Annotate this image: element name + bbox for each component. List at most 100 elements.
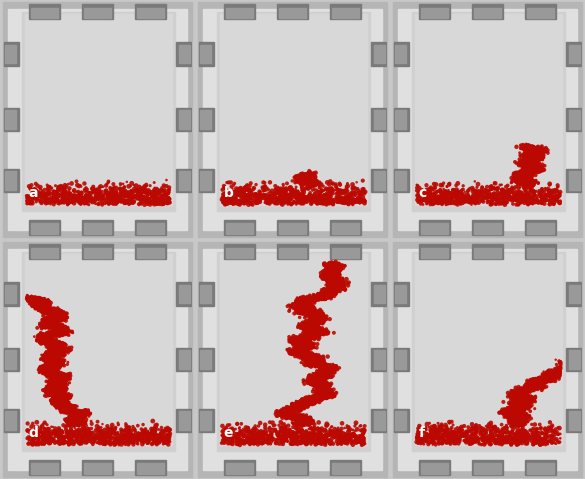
Point	[530, 147, 539, 155]
Point	[527, 157, 536, 165]
Point	[320, 359, 329, 367]
Point	[326, 364, 335, 372]
Point	[42, 338, 51, 346]
Point	[71, 412, 80, 420]
Point	[273, 428, 282, 436]
Point	[532, 156, 541, 163]
Point	[320, 371, 329, 379]
Point	[302, 399, 311, 407]
Point	[524, 152, 533, 160]
Point	[56, 431, 66, 438]
Point	[44, 366, 54, 374]
Point	[42, 338, 51, 346]
Point	[320, 432, 329, 440]
Point	[33, 427, 42, 435]
Point	[302, 171, 312, 179]
Point	[531, 152, 540, 160]
Point	[486, 431, 495, 438]
Point	[35, 300, 44, 308]
Point	[489, 184, 498, 192]
Point	[35, 304, 44, 312]
Point	[137, 430, 147, 437]
Point	[69, 406, 78, 414]
Point	[42, 358, 51, 366]
Point	[304, 399, 313, 406]
Point	[319, 373, 329, 380]
Point	[144, 186, 153, 194]
Point	[308, 356, 318, 364]
Point	[43, 431, 52, 439]
Point	[283, 413, 292, 421]
Point	[39, 321, 48, 329]
Point	[291, 405, 300, 412]
Point	[47, 361, 56, 368]
Point	[492, 428, 501, 435]
Point	[305, 325, 314, 332]
Point	[320, 370, 329, 378]
Point	[310, 312, 319, 320]
Point	[92, 435, 101, 443]
Point	[53, 381, 62, 389]
Point	[288, 337, 298, 345]
Point	[320, 381, 329, 389]
Point	[51, 385, 60, 393]
Point	[525, 383, 534, 391]
Point	[40, 320, 50, 328]
Point	[527, 150, 536, 158]
Point	[53, 325, 63, 332]
Point	[250, 436, 260, 444]
Point	[356, 426, 366, 434]
Point	[58, 196, 67, 204]
Point	[305, 373, 314, 381]
Point	[42, 313, 51, 321]
Point	[72, 415, 81, 422]
Point	[54, 390, 64, 398]
Point	[127, 195, 136, 203]
Point	[60, 182, 70, 189]
Point	[64, 196, 73, 204]
Point	[43, 365, 53, 373]
Point	[332, 285, 342, 293]
Point	[548, 439, 558, 446]
Point	[54, 346, 64, 354]
Point	[308, 375, 318, 382]
Point	[307, 331, 316, 339]
Point	[39, 303, 48, 310]
Point	[49, 359, 58, 367]
Point	[528, 186, 537, 194]
Point	[315, 357, 324, 365]
Point	[276, 435, 285, 443]
Point	[301, 178, 310, 186]
Point	[30, 299, 39, 307]
Point	[321, 380, 331, 388]
Point	[324, 361, 333, 369]
Point	[514, 174, 523, 182]
Point	[524, 153, 534, 161]
Point	[54, 389, 64, 397]
Point	[58, 351, 68, 358]
Point	[429, 199, 439, 207]
Point	[432, 194, 441, 201]
Point	[47, 397, 56, 404]
Point	[502, 408, 511, 415]
Point	[161, 426, 170, 434]
Point	[42, 319, 51, 327]
Point	[315, 370, 325, 378]
Point	[327, 285, 336, 293]
Point	[305, 377, 315, 385]
Point	[58, 327, 68, 334]
Point	[529, 146, 538, 153]
Point	[74, 437, 83, 445]
Point	[52, 335, 61, 343]
Point	[41, 388, 50, 396]
Point	[312, 393, 322, 400]
Point	[520, 177, 529, 184]
Point	[53, 342, 62, 350]
Point	[513, 405, 522, 412]
Point	[311, 328, 321, 336]
Point	[305, 354, 314, 361]
Point	[357, 435, 366, 443]
Point	[27, 295, 36, 302]
Point	[165, 199, 174, 206]
Point	[310, 376, 319, 383]
